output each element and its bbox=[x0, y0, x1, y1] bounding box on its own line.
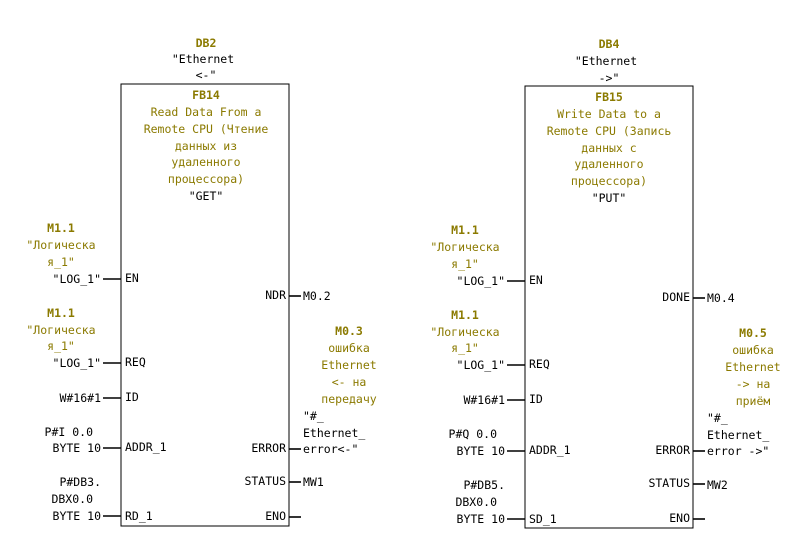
error-operand-comment-line1: ошибка bbox=[732, 343, 774, 357]
ndr-operand-value: M0.2 bbox=[303, 289, 331, 303]
sd-operand-value-line1: P#DB5. bbox=[463, 478, 505, 492]
function-block-number: FB14 bbox=[192, 88, 220, 102]
req-operand-address: M1.1 bbox=[47, 306, 75, 320]
req-operand-address: M1.1 bbox=[451, 308, 479, 322]
instance-db-symbol-line2: <-" bbox=[196, 68, 217, 82]
en-operand-comment-line1: "Логическа bbox=[430, 240, 499, 254]
req-operand-comment-line1: "Логическа bbox=[430, 325, 499, 339]
addr-operand-value-line1: P#Q 0.0 bbox=[449, 427, 498, 441]
function-block-box[interactable] bbox=[524, 85, 694, 529]
instance-db-label: DB2 bbox=[196, 36, 217, 50]
status-operand-value: MW2 bbox=[707, 478, 728, 492]
status-operand-value: MW1 bbox=[303, 475, 324, 489]
error-operand-symbol-line3: error ->" bbox=[707, 444, 769, 458]
req-pin[interactable]: REQ bbox=[529, 357, 550, 371]
rd-operand-value-line3: BYTE 10 bbox=[53, 509, 102, 523]
addr-operand-value-line1: P#I 0.0 bbox=[45, 425, 94, 439]
en-operand-comment-line2: я_1" bbox=[451, 257, 479, 271]
block-comment-line3: данных с bbox=[581, 141, 636, 155]
error-operand-symbol-line2: Ethernet_ bbox=[707, 428, 769, 442]
function-block-box[interactable] bbox=[120, 83, 290, 527]
rd-operand-value-line1: P#DB3. bbox=[59, 475, 101, 489]
error-operand-comment-line3: -> на bbox=[736, 377, 771, 391]
rd-operand-value-line2: DBX0.0 bbox=[51, 492, 93, 506]
req-operand-comment-line1: "Логическа bbox=[26, 323, 95, 337]
error-operand-comment-line4: приём bbox=[736, 394, 771, 408]
error-operand-symbol-line1: "#_ bbox=[707, 411, 728, 425]
error-pin[interactable]: ERROR bbox=[655, 443, 690, 457]
error-operand-address: M0.3 bbox=[335, 324, 363, 338]
block-comment-line5: процессора) bbox=[168, 172, 244, 186]
error-operand-symbol-line2: Ethernet_ bbox=[303, 426, 365, 440]
en-operand-address: M1.1 bbox=[47, 221, 75, 235]
req-pin[interactable]: REQ bbox=[125, 355, 146, 369]
addr-operand-value-line2: BYTE 10 bbox=[457, 444, 506, 458]
error-operand-comment-line3: <- на bbox=[332, 375, 367, 389]
error-operand-symbol-line3: error<-" bbox=[303, 442, 358, 456]
function-block-get: DB2 "Ethernet <-" FB14 Read Data From a … bbox=[26, 36, 377, 527]
function-block-symbol: "GET" bbox=[189, 189, 224, 203]
en-pin[interactable]: EN bbox=[125, 271, 139, 285]
id-operand-value: W#16#1 bbox=[463, 393, 505, 407]
status-pin[interactable]: STATUS bbox=[244, 474, 286, 488]
en-operand-address: M1.1 bbox=[451, 223, 479, 237]
function-block-put: DB4 "Ethernet ->" FB15 Write Data to a R… bbox=[430, 37, 781, 529]
en-operand-comment-line1: "Логическа bbox=[26, 238, 95, 252]
block-comment-line1: Read Data From a bbox=[151, 105, 262, 119]
instance-db-label: DB4 bbox=[599, 37, 620, 51]
addr-pin[interactable]: ADDR_1 bbox=[125, 440, 167, 454]
req-operand-symbol: "LOG_1" bbox=[53, 356, 101, 370]
instance-db-symbol-line2: ->" bbox=[599, 71, 620, 85]
error-operand-symbol-line1: "#_ bbox=[303, 409, 324, 423]
block-comment-line5: процессора) bbox=[571, 174, 647, 188]
error-operand-comment-line4: передачу bbox=[321, 392, 376, 406]
error-operand-comment-line2: Ethernet bbox=[321, 358, 376, 372]
eno-pin[interactable]: ENO bbox=[669, 511, 690, 525]
ndr-pin[interactable]: NDR bbox=[265, 288, 286, 302]
done-operand-value: M0.4 bbox=[707, 291, 735, 305]
sd-pin[interactable]: SD_1 bbox=[529, 512, 557, 526]
en-pin[interactable]: EN bbox=[529, 273, 543, 287]
error-operand-comment-line1: ошибка bbox=[328, 341, 370, 355]
error-operand-address: M0.5 bbox=[739, 326, 767, 340]
req-operand-symbol: "LOG_1" bbox=[457, 358, 505, 372]
block-comment-line4: удаленного bbox=[574, 157, 643, 171]
id-pin[interactable]: ID bbox=[125, 390, 139, 404]
block-comment-line2: Remote CPU (Запись bbox=[547, 124, 672, 138]
en-operand-symbol: "LOG_1" bbox=[53, 272, 101, 286]
error-pin[interactable]: ERROR bbox=[251, 441, 286, 455]
req-operand-comment-line2: я_1" bbox=[451, 341, 479, 355]
function-block-number: FB15 bbox=[595, 90, 623, 104]
req-operand-comment-line2: я_1" bbox=[47, 339, 75, 353]
block-comment-line2: Remote CPU (Чтение bbox=[144, 122, 269, 136]
block-comment-line3: данных из bbox=[175, 139, 237, 153]
done-pin[interactable]: DONE bbox=[662, 290, 690, 304]
id-operand-value: W#16#1 bbox=[59, 391, 101, 405]
function-block-symbol: "PUT" bbox=[592, 191, 627, 205]
status-pin[interactable]: STATUS bbox=[648, 476, 690, 490]
error-operand-comment-line2: Ethernet bbox=[725, 360, 780, 374]
addr-operand-value-line2: BYTE 10 bbox=[53, 441, 102, 455]
rd-pin[interactable]: RD_1 bbox=[125, 509, 153, 523]
en-operand-symbol: "LOG_1" bbox=[457, 274, 505, 288]
eno-pin[interactable]: ENO bbox=[265, 509, 286, 523]
block-comment-line1: Write Data to a bbox=[557, 107, 661, 121]
en-operand-comment-line2: я_1" bbox=[47, 255, 75, 269]
instance-db-symbol-line1: "Ethernet bbox=[575, 54, 637, 68]
sd-operand-value-line2: DBX0.0 bbox=[455, 495, 497, 509]
block-comment-line4: удаленного bbox=[171, 155, 240, 169]
id-pin[interactable]: ID bbox=[529, 392, 543, 406]
sd-operand-value-line3: BYTE 10 bbox=[457, 512, 506, 526]
addr-pin[interactable]: ADDR_1 bbox=[529, 443, 571, 457]
instance-db-symbol-line1: "Ethernet bbox=[172, 52, 234, 66]
